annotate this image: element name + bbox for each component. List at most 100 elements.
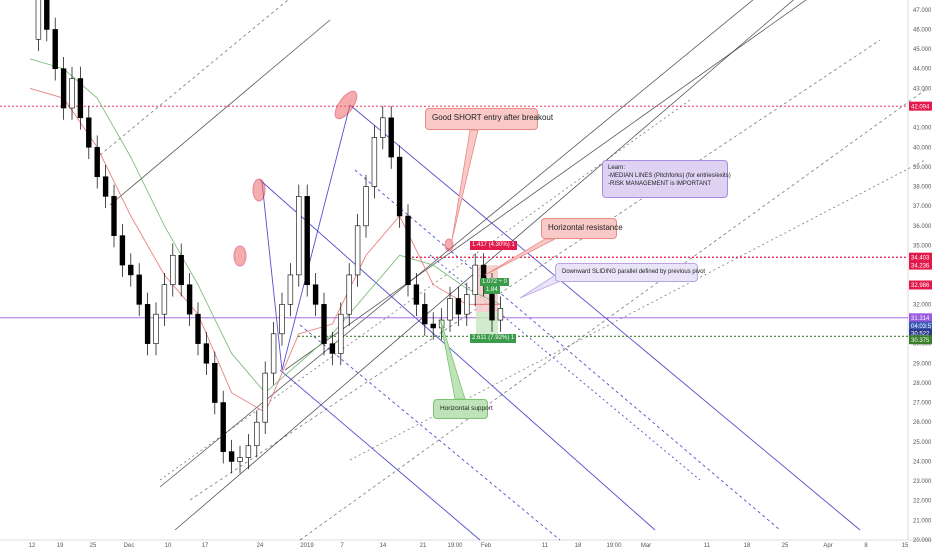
candle-body-15 [153,313,159,344]
price-tick-32.000: 32.000 [913,302,932,308]
price-tick-45.000: 45.000 [913,47,932,53]
candle-body-46 [413,284,420,305]
learn-line-2: -MEDIAN LINES (Pitchforks) (for entries/… [608,173,731,179]
candle-body-21 [203,343,210,364]
price-tick-40.000: 40.000 [913,145,932,151]
candle-body-26 [245,445,252,458]
candle-body-50 [447,298,453,321]
candle-body-53 [472,264,478,295]
candle-body-4 [60,68,67,109]
price-tag-30.522: 30.522 [911,332,930,338]
time-tick-1: 19 [57,543,64,549]
price-tick-20.000: 20.000 [913,538,932,544]
sliding-parallel-callout[interactable]: Downward SLIDING parallel defined by pre… [555,263,706,282]
candle-body-30 [279,304,285,335]
candle-body-34 [312,284,319,305]
time-tick-2: 25 [90,543,97,549]
time-tick-10: 21 [420,543,427,549]
sliding-parallel-text: Downward SLIDING parallel defined by pre… [562,269,706,275]
candle-body-52 [464,294,470,315]
resistance-pointer [484,238,556,276]
price-tick-43.000: 43.000 [913,86,932,92]
time-tick-20: Apr [823,543,832,549]
time-tick-11: 19:00 [447,543,463,549]
time-tick-19: 25 [782,543,789,549]
pitchfork-black-line-7 [159,99,691,481]
pitchfork-blue-line-4 [299,324,561,541]
pivot-marker-2 [334,90,358,120]
short-entry-callout[interactable]: Good SHORT entry after breakout [425,108,554,130]
candle-body-37 [338,313,344,354]
price-tick-29.000: 29.000 [913,361,932,367]
price-tick-39.000: 39.000 [913,165,932,171]
candle-body-47 [422,304,428,325]
time-tick-7: 2019 [300,543,314,549]
time-tick-3: Dec [124,543,135,549]
pitchfork-black-line-0 [159,0,754,488]
price-tick-38.000: 38.000 [913,185,932,191]
price-tag-bg-30.522 [909,328,932,338]
price-tick-23.000: 23.000 [913,479,932,485]
candle-body-1 [35,0,42,40]
candle-body-23 [220,402,226,452]
time-tick-5: 17 [202,543,209,549]
stop-tag: 2.611 (7.92%) 1 [470,334,517,343]
pitchfork-blue-line-6 [281,104,351,371]
candle-body-31 [287,274,294,305]
target-tag: 1.417 (4.30%) 1 [470,241,517,250]
candle-body-56 [497,307,504,321]
price-tick-36.000: 36.000 [913,224,932,230]
price-tick-25.000: 25.000 [913,440,932,446]
pitchfork-blue-line-3 [354,169,781,531]
short-entry-text: Good SHORT entry after breakout [432,113,554,122]
candle-body-36 [329,343,336,354]
pitchfork-black-line-8 [349,159,926,461]
pivot-marker-0 [233,245,247,267]
pitchfork-blue-line-2 [279,369,481,541]
candle-body-3 [52,29,58,70]
time-tick-4: 10 [165,543,172,549]
candle-body-14 [144,304,151,344]
price-tag-bg-42.094 [909,101,932,111]
candle-body-32 [296,196,302,276]
price-tag-34.403: 34.403 [911,255,930,261]
candle-body-41 [371,137,378,187]
time-tick-0: 12 [29,543,36,549]
pitchfork-black-line-4 [99,0,289,156]
pitchfork-black-line-5 [189,39,881,501]
candle-body-11 [119,235,126,266]
learn-callout[interactable]: Learn: -MEDIAN LINES (Pitchforks) (for e… [602,160,731,198]
candle-body-13 [136,274,142,305]
time-tick-13: 11 [542,543,549,549]
candle-body-22 [212,362,218,403]
time-tick-14: 18 [575,543,582,549]
candle-body-51 [455,298,462,315]
price-tick-21.000: 21.000 [913,518,932,524]
candle-body-6 [77,78,84,119]
candle-body-40 [363,186,369,227]
horizontal-support-callout[interactable]: Horizontal support [433,399,493,419]
time-tick-12: Feb [481,543,492,549]
pitchfork-blue-line-5 [429,254,701,481]
time-tick-8: 7 [340,543,344,549]
price-tag-04:03:57: 04:03:57 [911,324,932,330]
candle-body-33 [304,196,310,286]
price-tag-bg-34.236 [909,260,932,270]
time-tick-21: 8 [864,543,868,549]
price-tick-26.000: 26.000 [913,420,932,426]
pitchfork-blue-line-1 [259,179,656,531]
candle-body-28 [262,372,268,423]
time-tick-17: 11 [704,543,711,549]
price-axis-bg [908,0,932,550]
pivot-marker-3 [444,238,454,252]
time-tick-9: 14 [380,543,387,549]
candle-body-27 [254,421,260,447]
learn-line-1: Learn: [608,165,626,171]
price-tag-bg-34.403 [909,252,932,262]
price-tick-22.000: 22.000 [913,499,932,505]
horizontal-resistance-callout[interactable]: Horizontal resistance [541,218,623,239]
candle-body-24 [228,451,235,462]
time-tick-22: 15 [902,543,909,549]
